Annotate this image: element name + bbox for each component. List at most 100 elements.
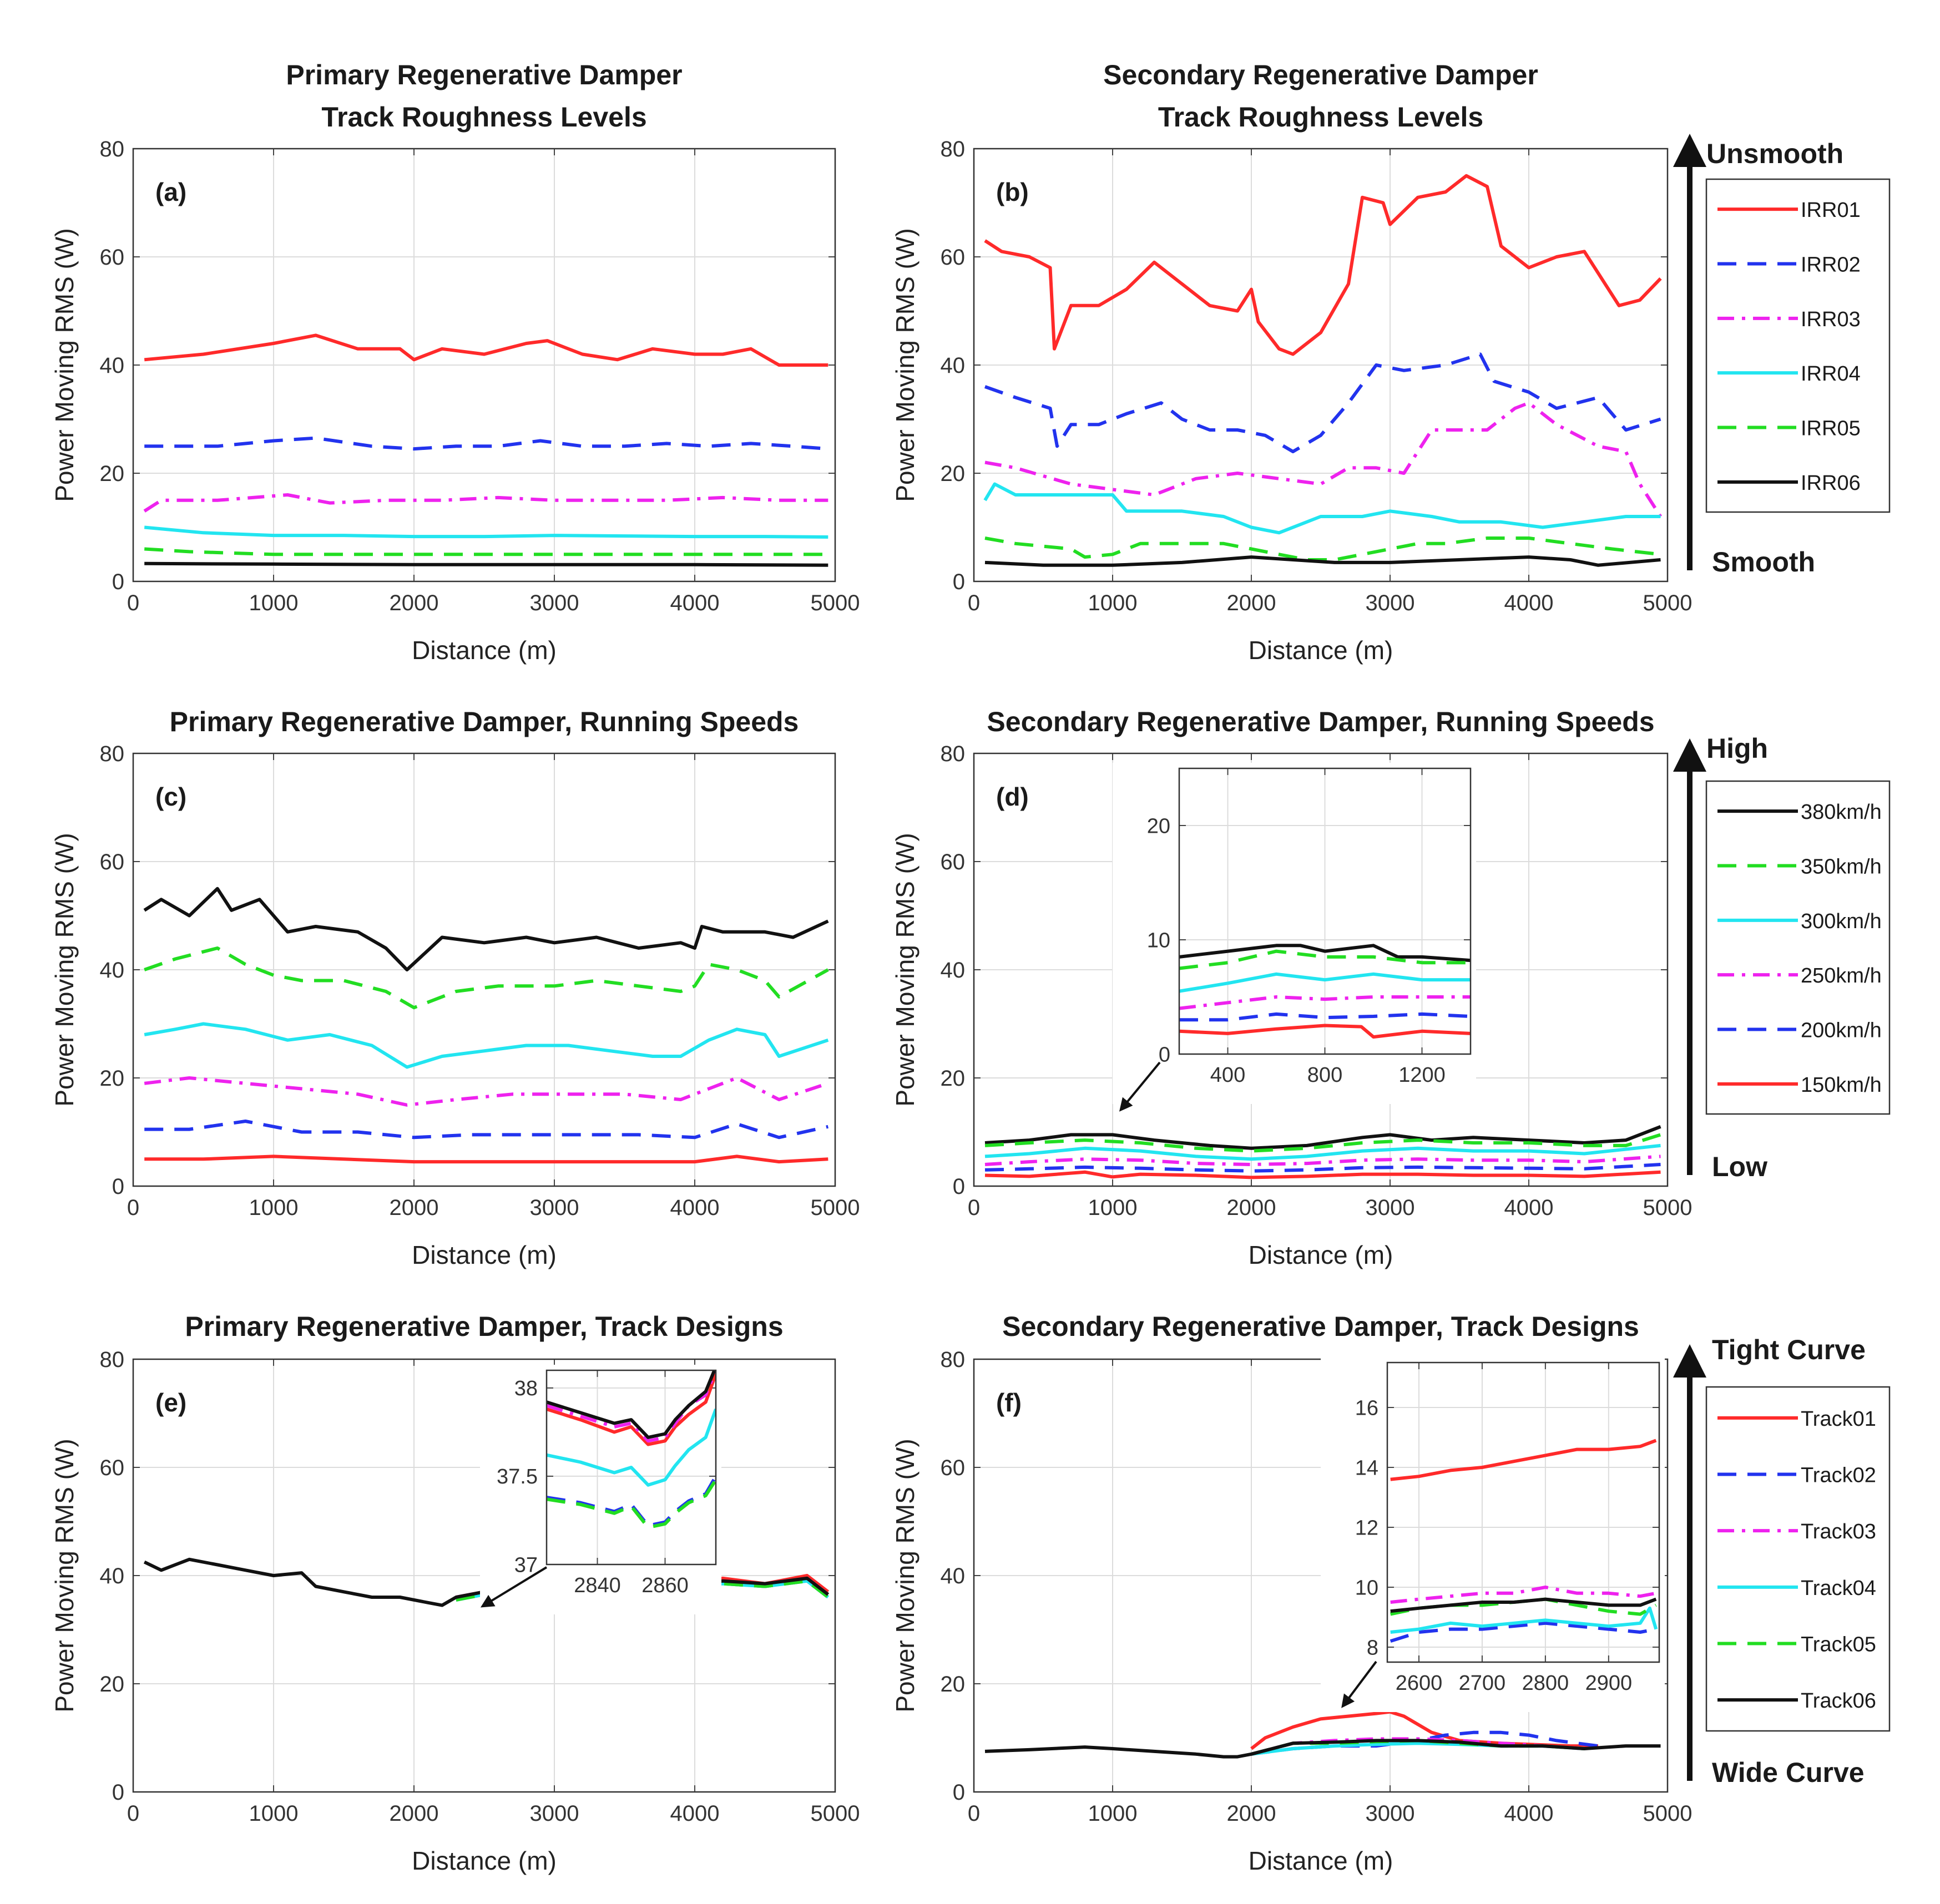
chart-title: Secondary Regenerative Damper, Track Des… [1002, 1311, 1639, 1342]
x-tick-label: 0 [127, 591, 139, 615]
legend-top-label: High [1706, 733, 1768, 764]
inset-d: 400 800 1200 0 10 20 [1113, 763, 1476, 1104]
x-tick-label: 2000 [1227, 591, 1276, 615]
x-tick-label: 3000 [1366, 591, 1415, 615]
series-line-irr04 [983, 482, 1661, 535]
legend-box [1705, 1386, 1891, 1732]
x-tick-label: 4000 [1504, 1801, 1554, 1826]
inset-y-tick-label: 37.5 [497, 1465, 538, 1488]
plot-frame [973, 752, 1669, 1187]
y-tick-label: 60 [100, 1456, 125, 1480]
legend-entry-label: Track03 [1801, 1520, 1876, 1543]
inset-series-line-250kmh [1179, 995, 1471, 1010]
legend-box [1705, 178, 1891, 513]
x-tick-label: 3000 [1366, 1801, 1415, 1826]
legend-entry-label: IRR04 [1801, 362, 1861, 386]
legend-entry-label: IRR01 [1801, 199, 1861, 222]
x-tick-label: 3000 [530, 1196, 579, 1220]
x-tick-label: 5000 [1643, 1196, 1693, 1220]
inset-series-line-350kmh [1179, 949, 1471, 970]
series-line-250kmh [144, 1076, 829, 1107]
legend-bottom-label: Wide Curve [1712, 1757, 1865, 1788]
y-axis-label: Power Moving RMS (W) [50, 833, 79, 1106]
inset-x-tick-label: 1200 [1398, 1064, 1446, 1087]
chart-panel-f: Secondary Regenerative Damper, Track Des… [891, 1311, 1891, 1875]
x-tick-label: 4000 [1504, 1196, 1554, 1220]
x-tick-label: 3000 [530, 1801, 579, 1826]
legend-d: 380km/h 350km/h 300km/h 250km/h 200km/h 150km… [1673, 733, 1891, 1182]
chart-title: Track Roughness Levels [1158, 102, 1483, 133]
inset-series-line-track01 [547, 1373, 716, 1446]
x-tick-label: 5000 [1643, 1801, 1693, 1826]
y-tick-label: 60 [100, 850, 125, 874]
chart-panel-d: Secondary Regenerative Damper, Running S… [891, 706, 1891, 1269]
x-axis-label: Distance (m) [1249, 1240, 1393, 1269]
legend-entry-label: Track01 [1801, 1407, 1876, 1431]
y-tick-label: 0 [112, 1780, 124, 1805]
y-tick-label: 20 [100, 462, 125, 486]
legend-entry-label: 300km/h [1801, 910, 1882, 933]
y-tick-label: 0 [112, 570, 124, 594]
series-line-irr06 [144, 561, 828, 567]
series-line-irr05 [144, 547, 828, 556]
series-line-track06 [984, 1739, 1661, 1759]
chart-panel-c: Primary Regenerative Damper, Running Spe… [50, 706, 860, 1269]
y-tick-label: 0 [953, 1780, 965, 1805]
series-line-irr01 [144, 333, 828, 367]
chart-title: Track Roughness Levels [321, 102, 646, 133]
inset-series-line-380kmh [1179, 944, 1471, 963]
chart-title: Secondary Regenerative Damper, Running S… [987, 706, 1654, 737]
x-axis-label: Distance (m) [412, 636, 557, 665]
x-tick-label: 5000 [811, 1196, 860, 1220]
y-tick-label: 40 [100, 1564, 125, 1588]
y-tick-label: 0 [112, 1174, 124, 1199]
series-line-250kmh [984, 1154, 1661, 1166]
legend-bottom-label: Smooth [1712, 546, 1815, 578]
inset-y-tick-label: 38 [514, 1377, 538, 1400]
inset-x-tick-label: 2600 [1396, 1672, 1443, 1695]
chart-panel-e: Primary Regenerative Damper, Track Desig… [50, 1311, 860, 1875]
y-tick-label: 60 [941, 850, 966, 874]
series-line-150kmh [144, 1154, 828, 1164]
x-tick-label: 5000 [1643, 591, 1693, 615]
x-tick-label: 3000 [530, 591, 579, 615]
x-axis-label: Distance (m) [412, 1240, 557, 1269]
x-axis-label: Distance (m) [1249, 636, 1393, 665]
inset-frame [1178, 767, 1472, 1055]
inset-x-tick-label: 2700 [1459, 1672, 1506, 1695]
inset-series-line-track02 [547, 1475, 716, 1527]
y-tick-label: 60 [941, 1456, 966, 1480]
series-line-irr06 [984, 555, 1661, 567]
inset-y-tick-label: 12 [1355, 1516, 1378, 1540]
series-line-350kmh [144, 946, 829, 1010]
plot-frame [132, 752, 836, 1187]
y-axis-label: Power Moving RMS (W) [891, 228, 920, 502]
x-tick-label: 2000 [1227, 1801, 1276, 1826]
legend-entry-label: IRR02 [1801, 253, 1861, 276]
inset-series-line-track04 [547, 1408, 716, 1487]
y-tick-label: 80 [100, 137, 125, 161]
x-tick-label: 4000 [670, 591, 720, 615]
series-line-200kmh [984, 1163, 1661, 1173]
inset-series-line-track02 [1390, 1621, 1656, 1643]
series-line-irr03 [143, 493, 828, 513]
x-tick-label: 5000 [811, 591, 860, 615]
inset-y-tick-label: 10 [1355, 1576, 1378, 1599]
y-tick-label: 80 [100, 1348, 125, 1372]
plot-frame [132, 1358, 836, 1793]
inset-y-tick-label: 16 [1355, 1396, 1378, 1420]
x-tick-label: 1000 [1088, 1196, 1138, 1220]
inset-pointer-arrow [1341, 1660, 1377, 1708]
legend-entry-label: IRR03 [1801, 308, 1861, 331]
y-axis-label: Power Moving RMS (W) [50, 1439, 79, 1712]
y-tick-label: 0 [953, 570, 965, 594]
legend-b: IRR01 IRR02 IRR03 IRR04 IRR05 IRR06 Unsmooth Sm… [1673, 134, 1891, 578]
inset-x-tick-label: 400 [1210, 1064, 1245, 1087]
series-line-150kmh [984, 1170, 1661, 1179]
inset-frame [545, 1369, 717, 1566]
series-line-irr02 [144, 436, 828, 451]
x-tick-label: 3000 [1366, 1196, 1415, 1220]
legend-bottom-label: Low [1712, 1151, 1767, 1182]
inset-f: 2600 2700 2800 2900 8 10 12 14 16 [1321, 1357, 1665, 1712]
inset-frame [1386, 1361, 1660, 1663]
